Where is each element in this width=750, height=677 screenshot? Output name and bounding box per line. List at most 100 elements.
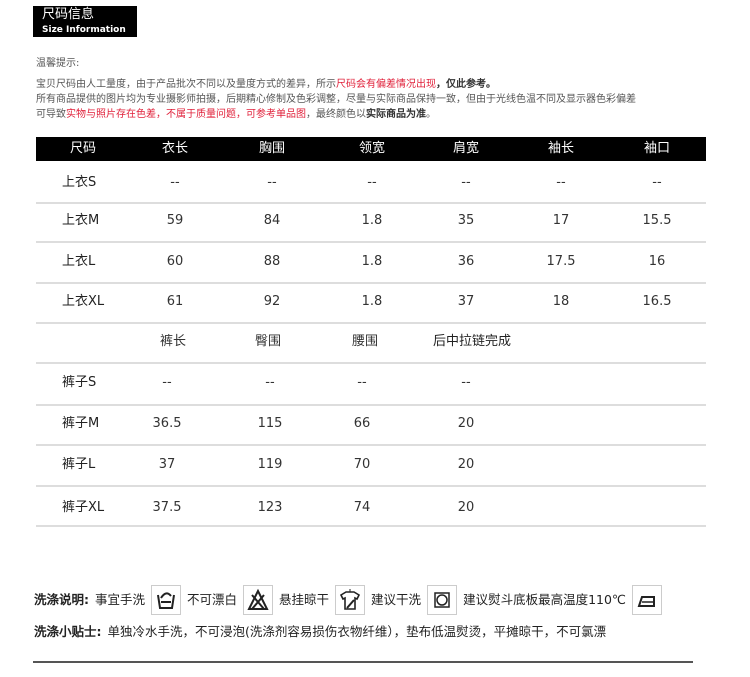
t: ，最终颜色以: [306, 109, 366, 120]
size-label: 上衣M: [62, 213, 100, 228]
care-item: 建议干洗: [371, 592, 422, 607]
column-header: 袖口: [643, 141, 671, 156]
table-cell: 88: [263, 254, 281, 269]
tips-label: 洗涤小贴士:: [34, 624, 102, 639]
t: ，不属于质量问题: [156, 109, 236, 120]
row-divider: [36, 362, 706, 364]
iron-icon: [631, 585, 662, 615]
t: 实际商品为准: [366, 109, 426, 120]
t: 尺码会有偏差情况出现: [336, 79, 436, 90]
row-divider: [36, 282, 706, 284]
table-cell: 60: [166, 254, 184, 269]
table-cell: 123: [257, 500, 283, 515]
title-en: Size Information: [42, 25, 126, 35]
row-divider: [36, 202, 706, 204]
hang-dry-icon: [335, 585, 366, 615]
table-cell: 17.5: [546, 254, 576, 269]
note-line-3: 可导致实物与照片存在色差，不属于质量问题，可参考单品图，最终颜色以实际商品为准。: [36, 107, 636, 122]
care-item: 建议熨斗底板最高温度110℃: [463, 592, 626, 607]
column-header: 腰围: [351, 334, 379, 349]
table-cell: 70: [353, 457, 371, 472]
hand-wash-icon: [151, 585, 182, 615]
column-header: 领宽: [358, 141, 386, 156]
table-cell: --: [652, 175, 662, 190]
table-cell: --: [265, 375, 275, 390]
care-row: 洗涤说明: 事宜手洗 不可漂白 悬挂晾干 建议干洗 建议熨斗底板最高温度110℃: [34, 585, 668, 615]
care-item: 悬挂晾干: [279, 592, 330, 607]
table-cell: 37.5: [152, 500, 182, 515]
table-cell: 119: [257, 457, 283, 472]
table-cell: 18: [552, 294, 570, 309]
table-cell: 16: [648, 254, 666, 269]
row-divider: [36, 525, 706, 527]
table-cell: 37: [158, 457, 176, 472]
notes-heading: 温馨提示:: [36, 58, 80, 69]
row-divider: [36, 241, 706, 243]
table-cell: 16.5: [642, 294, 672, 309]
table-cell: --: [170, 175, 180, 190]
column-header: 臀围: [254, 334, 282, 349]
table-cell: 115: [257, 416, 283, 431]
table-cell: 36.5: [152, 416, 182, 431]
care-item: 事宜手洗: [95, 592, 146, 607]
table-cell: 59: [166, 213, 184, 228]
table-cell: --: [367, 175, 377, 190]
table-cell: 1.8: [361, 254, 383, 269]
care-label: 洗涤说明:: [34, 592, 89, 607]
t: 宝贝尺码由人工量度，由于产品批次不同以及量度方式的差异，所示: [36, 79, 336, 90]
table-cell: 20: [457, 500, 475, 515]
table-cell: 15.5: [642, 213, 672, 228]
table-cell: 17: [552, 213, 570, 228]
care-item: 不可漂白: [187, 592, 238, 607]
size-label: 裤子L: [62, 457, 96, 472]
table-cell: 37: [457, 294, 475, 309]
no-bleach-icon: [243, 585, 274, 615]
table-cell: 1.8: [361, 213, 383, 228]
table-header-bar: [36, 137, 706, 161]
t: ，仅此参考。: [436, 79, 496, 90]
table-cell: 74: [353, 500, 371, 515]
table-cell: 20: [457, 457, 475, 472]
size-label: 上衣XL: [62, 294, 105, 309]
row-divider: [36, 485, 706, 487]
table-cell: 61: [166, 294, 184, 309]
table-cell: 1.8: [361, 294, 383, 309]
t: 实物与照片存在色差: [66, 109, 156, 120]
table-cell: 66: [353, 416, 371, 431]
title-cn: 尺码信息: [42, 7, 95, 22]
t: 。: [426, 109, 436, 120]
tips-row: 洗涤小贴士: 单独冷水手洗，不可浸泡(洗涤剂容易损伤衣物纤维），垫布低温熨烫，平…: [34, 624, 612, 640]
row-divider: [36, 404, 706, 406]
table-cell: --: [461, 175, 471, 190]
row-divider: [36, 444, 706, 446]
size-label: 裤子XL: [62, 500, 105, 515]
table-cell: --: [267, 175, 277, 190]
notes: 温馨提示: 宝贝尺码由人工量度，由于产品批次不同以及量度方式的差异，所示尺码会有…: [36, 56, 636, 122]
column-header: 胸围: [258, 141, 286, 156]
table-cell: 35: [457, 213, 475, 228]
size-info-badge: 尺码信息 Size Information: [33, 6, 137, 37]
table-cell: 20: [457, 416, 475, 431]
note-line-2: 所有商品提供的图片均为专业摄影师拍摄，后期精心修制及色彩调整，尽量与实际商品保持…: [36, 94, 636, 105]
dry-clean-icon: [427, 585, 458, 615]
column-header: 肩宽: [452, 141, 480, 156]
column-header: 裤长: [159, 334, 187, 349]
size-label: 裤子S: [62, 375, 97, 390]
column-header: 衣长: [161, 141, 189, 156]
size-label: 上衣L: [62, 254, 96, 269]
row-divider: [36, 322, 706, 324]
table-cell: 84: [263, 213, 281, 228]
size-label: 上衣S: [62, 175, 97, 190]
t: 可导致: [36, 109, 66, 120]
table-cell: --: [556, 175, 566, 190]
column-header: 袖长: [547, 141, 575, 156]
size-label: 裤子M: [62, 416, 100, 431]
column-header: 后中拉链完成: [433, 334, 512, 349]
t: ，可参考单品图: [236, 109, 306, 120]
bottom-divider: [33, 661, 693, 663]
table-cell: --: [162, 375, 172, 390]
column-header: 尺码: [69, 141, 97, 156]
table-cell: 36: [457, 254, 475, 269]
table-cell: 92: [263, 294, 281, 309]
